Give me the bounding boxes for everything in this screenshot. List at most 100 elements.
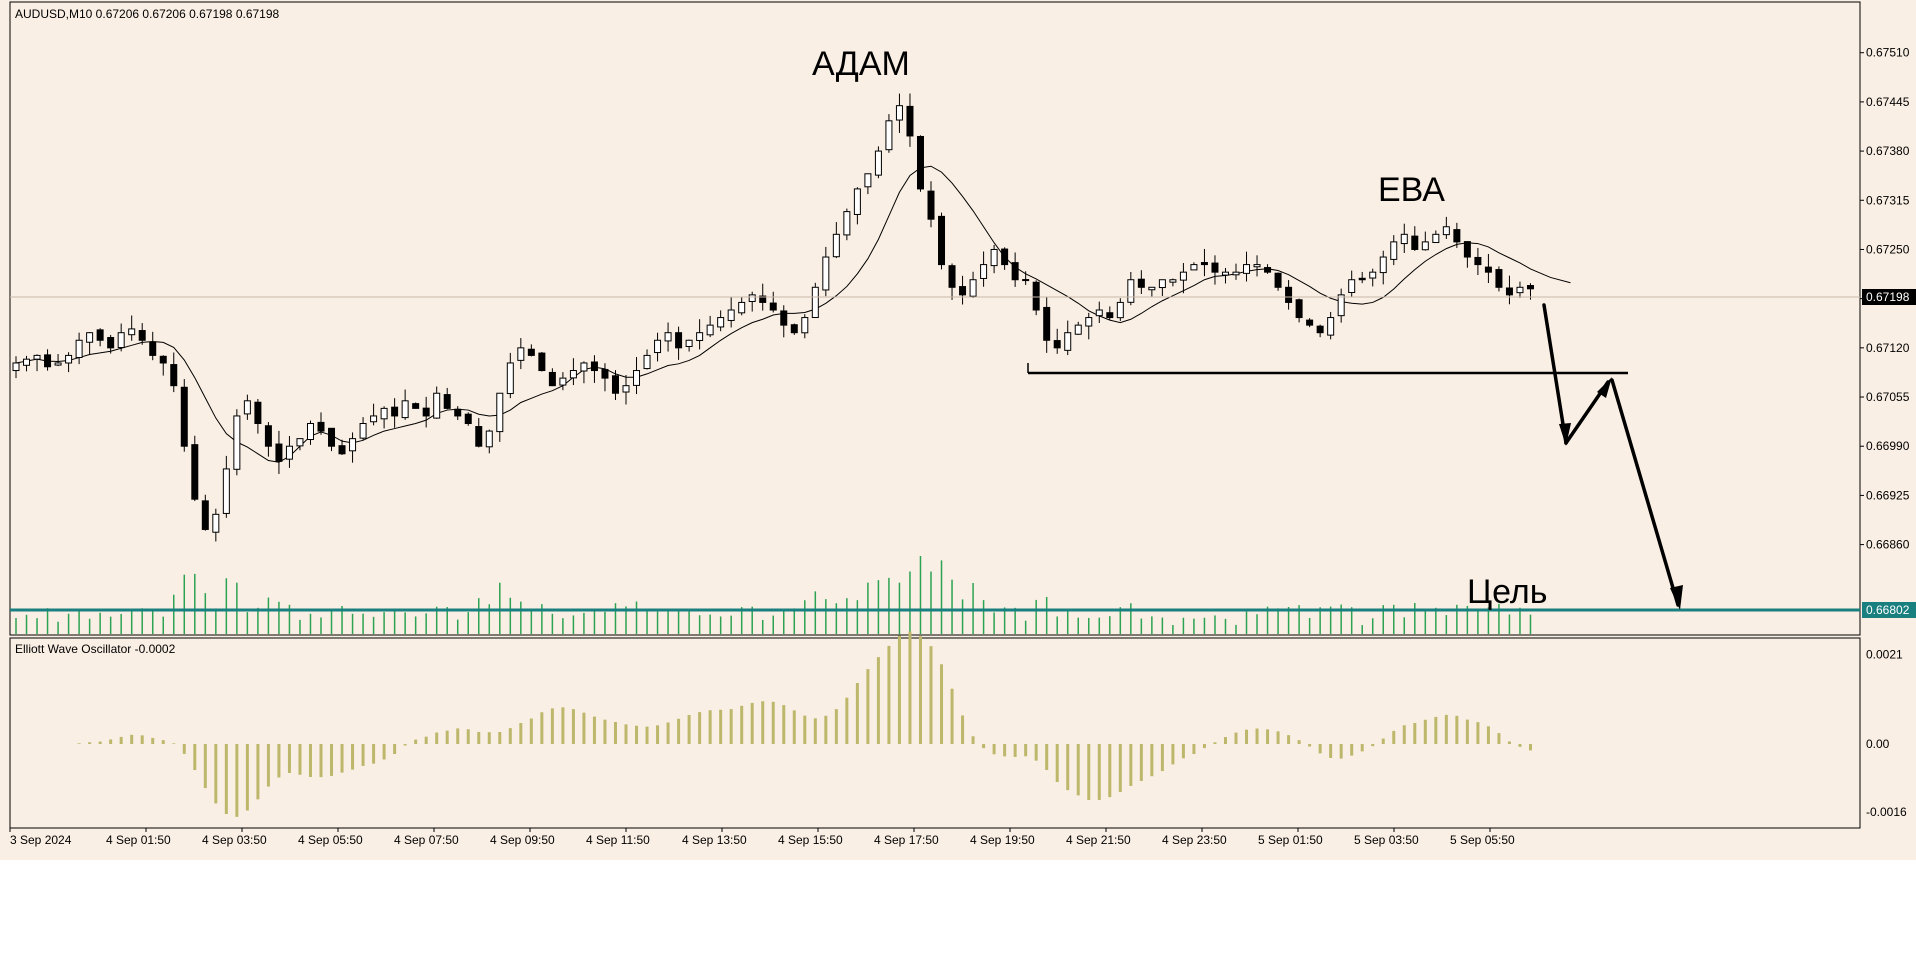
time-tick-label: 3 Sep 2024 — [10, 833, 72, 847]
price-tick-label: 0.66990 — [1866, 439, 1910, 453]
candle-body — [475, 426, 483, 447]
candle-body — [1032, 281, 1040, 311]
candle-body — [938, 215, 946, 266]
price-tick-label: 0.67250 — [1866, 242, 1910, 256]
candle-body — [895, 105, 903, 121]
oscillator-pane — [9, 637, 1861, 829]
price-tick-label: 0.66860 — [1866, 538, 1910, 552]
candle-body — [717, 317, 725, 328]
candle-body — [801, 317, 809, 334]
candle-body — [1264, 267, 1272, 273]
candle-body — [675, 332, 683, 349]
candle-body — [706, 324, 714, 336]
candle-body — [1001, 248, 1009, 266]
candle-body — [23, 358, 31, 366]
candle-body — [1158, 279, 1166, 289]
candle-body — [969, 279, 977, 297]
candle-body — [170, 364, 178, 387]
candle-body — [1095, 309, 1103, 317]
candle-body — [380, 407, 388, 420]
osc-tick-label: 0.0021 — [1866, 648, 1903, 662]
candle-body — [590, 361, 598, 372]
candle-body — [443, 394, 451, 409]
candle-body — [159, 355, 167, 364]
price-tick-label: 0.67510 — [1866, 46, 1910, 60]
candle-body — [1064, 332, 1072, 351]
candle-body — [843, 211, 851, 236]
candle-body — [696, 332, 704, 341]
candle-body — [1074, 324, 1082, 335]
candle-body — [464, 413, 472, 425]
candle-body — [212, 513, 220, 533]
candle-body — [990, 248, 998, 267]
candle-body — [1043, 306, 1051, 341]
candle-body — [1211, 262, 1219, 273]
candle-body — [349, 438, 357, 452]
candle-body — [853, 188, 861, 215]
candle-body — [811, 286, 819, 319]
candle-body — [1200, 262, 1208, 266]
candle-body — [1411, 235, 1419, 250]
osc-tick-label: -0.0016 — [1866, 805, 1907, 819]
price-tick-label: 0.67445 — [1866, 95, 1910, 109]
candle-body — [254, 401, 262, 425]
candle-body — [1316, 325, 1324, 334]
candle-body — [1022, 279, 1030, 282]
candle-body — [1274, 272, 1282, 288]
oscillator-title: Elliott Wave Oscillator -0.0002 — [15, 642, 176, 656]
time-tick-label: 4 Sep 23:50 — [1162, 833, 1227, 847]
candle-body — [1358, 277, 1366, 281]
candle-body — [412, 403, 420, 409]
time-axis: 3 Sep 2024 4 Sep 01:50 4 Sep 03:50 4 Sep 05… — [9, 828, 1515, 847]
candle-body — [780, 310, 788, 326]
price-axis: 0.67510 0.67445 0.67380 0.67315 0.67250 0.671… — [1860, 46, 1910, 552]
candle-body — [580, 362, 588, 372]
candle-body — [822, 256, 830, 291]
target-price-tag-bg — [1862, 602, 1916, 618]
candle-body — [1463, 241, 1471, 258]
time-tick-label: 4 Sep 13:50 — [682, 833, 747, 847]
candle-body — [1085, 317, 1093, 327]
candle-body — [1505, 287, 1513, 296]
candle-body — [117, 332, 125, 349]
time-tick-label: 4 Sep 11:50 — [586, 833, 650, 847]
candle-body — [317, 421, 325, 432]
candle-body — [44, 354, 52, 368]
candle-body — [527, 348, 535, 356]
candle-body — [980, 264, 988, 279]
price-tick-label: 0.67380 — [1866, 144, 1910, 158]
oscillator-histogram — [77, 631, 1532, 817]
candle-body — [622, 385, 630, 393]
candle-body — [1295, 299, 1303, 319]
time-tick-label: 4 Sep 05:50 — [298, 833, 363, 847]
candle-body — [1516, 286, 1524, 294]
time-tick-label: 4 Sep 01:50 — [106, 833, 171, 847]
candle-body — [864, 173, 872, 188]
candle-body — [1369, 271, 1377, 279]
candle-body — [306, 423, 314, 441]
candle-body — [328, 427, 336, 447]
candle-body — [1285, 286, 1293, 303]
candle-body — [285, 445, 293, 460]
candle-body — [1232, 271, 1240, 276]
candle-body — [1495, 269, 1503, 288]
price-tick-label: 0.67315 — [1866, 193, 1910, 207]
candle-body — [275, 443, 283, 462]
candle-body — [1053, 340, 1061, 349]
candle-body — [1526, 285, 1534, 290]
candle-body — [1348, 279, 1356, 293]
candle-body — [885, 120, 893, 151]
current-price-tag-bg — [1862, 289, 1916, 305]
candle-body — [769, 302, 777, 311]
candle-body — [1169, 279, 1177, 283]
candle-body — [370, 415, 378, 423]
candle-body — [538, 352, 546, 372]
candle-body — [1137, 278, 1145, 288]
target-label: Цель — [1467, 573, 1547, 611]
candle-body — [654, 339, 662, 354]
candle-body — [338, 445, 346, 455]
candle-body — [1221, 271, 1229, 276]
candle-body — [1179, 271, 1187, 281]
current-price-tag: 0.67198 — [1866, 290, 1910, 304]
